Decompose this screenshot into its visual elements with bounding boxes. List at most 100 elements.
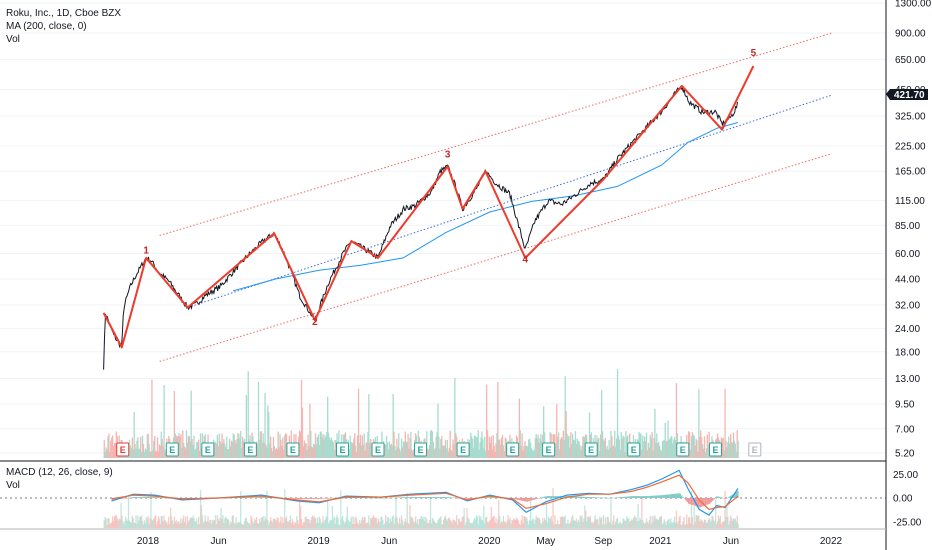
earnings-marker-0[interactable]: E	[116, 442, 130, 457]
macd-volume-bar	[616, 517, 619, 528]
macd-histogram-bar	[616, 497, 618, 498]
macd-volume-bar	[642, 520, 644, 528]
ma-legend[interactable]: MA (200, close, 0)	[6, 21, 87, 32]
earnings-box[interactable]	[116, 442, 130, 457]
macd-histogram-bar	[626, 496, 628, 498]
earnings-marker-6[interactable]: E	[371, 442, 385, 457]
macd-volume-bar	[529, 519, 531, 528]
macd-volume-bar	[270, 517, 272, 528]
macd-histogram-bar	[679, 493, 682, 498]
earnings-marker-11[interactable]: E	[584, 442, 598, 457]
earnings-box[interactable]	[506, 442, 520, 457]
macd-volume-bar	[348, 521, 350, 528]
macd-histogram-bar	[375, 497, 377, 499]
earnings-marker-13[interactable]: E	[676, 442, 690, 457]
macd-volume-bar	[353, 516, 355, 528]
earnings-box[interactable]	[709, 442, 723, 457]
macd-histogram-bar	[591, 497, 593, 498]
volume-bar	[597, 439, 599, 458]
macd-volume-bar	[551, 521, 553, 528]
earnings-marker-5[interactable]: E	[335, 442, 349, 457]
macd-volume-bar	[106, 524, 108, 528]
volume-bar	[261, 442, 263, 458]
earnings-box[interactable]	[165, 442, 179, 457]
volume-bar	[389, 445, 391, 458]
volume-bar	[617, 435, 620, 458]
macd-volume-bar	[544, 520, 547, 528]
macd-histogram-bar	[152, 497, 154, 498]
volume-bar	[701, 437, 703, 458]
earnings-marker-2[interactable]: E	[201, 442, 215, 457]
earnings-marker-15[interactable]: E	[748, 442, 762, 457]
earnings-marker-4[interactable]: E	[286, 442, 300, 457]
channel-upper-line[interactable]	[159, 32, 833, 236]
vol-legend[interactable]: Vol	[6, 34, 20, 45]
macd-volume-bar	[452, 519, 454, 528]
volume-bar	[704, 451, 707, 458]
macd-volume-bar	[246, 521, 248, 528]
earnings-marker-9[interactable]: E	[506, 442, 520, 457]
chart-title[interactable]: Roku, Inc., 1D, Cboe BZX	[6, 8, 121, 19]
earnings-box[interactable]	[584, 442, 598, 457]
macd-volume-bar	[673, 516, 676, 528]
macd-volume-bar	[254, 518, 256, 528]
macd-histogram-bar	[133, 497, 136, 498]
macd-legend[interactable]: MACD (12, 26, close, 9)	[6, 467, 113, 478]
earnings-box[interactable]	[414, 442, 428, 457]
earnings-marker-3[interactable]: E	[243, 442, 257, 457]
macd-histogram-bar	[585, 496, 588, 498]
channel-middle-line[interactable]	[187, 94, 833, 308]
volume-bar	[651, 431, 653, 458]
macd-histogram-bar	[554, 496, 557, 498]
earnings-box[interactable]	[371, 442, 385, 457]
macd-volume-bar	[103, 520, 105, 528]
macd-volume-bar	[600, 518, 602, 528]
macd-volume-bar	[416, 519, 419, 528]
earnings-box[interactable]	[286, 442, 300, 457]
volume-bar	[161, 438, 163, 458]
earnings-marker-8[interactable]: E	[456, 442, 470, 457]
macd-volume-bar	[570, 521, 572, 528]
macd-volume-bar	[505, 523, 507, 528]
volume-bar	[572, 439, 575, 458]
volume-bar	[306, 450, 308, 458]
wave-path[interactable]	[102, 65, 755, 349]
earnings-marker-12[interactable]: E	[627, 442, 641, 457]
earnings-marker-1[interactable]: E	[165, 442, 179, 457]
macd-volume-bar	[444, 515, 447, 528]
volume-bar	[582, 436, 584, 458]
earnings-box[interactable]	[748, 442, 762, 457]
price-tick-15: 9.50	[895, 399, 915, 410]
earnings-box[interactable]	[542, 442, 556, 457]
macd-volume-bar	[303, 522, 305, 528]
macd-histogram-bar	[521, 498, 523, 501]
earnings-marker-7[interactable]: E	[414, 442, 428, 457]
volume-bar	[264, 392, 266, 458]
macd-histogram-bar	[584, 496, 586, 498]
volume-bar	[600, 434, 602, 458]
macd-volume-bar	[156, 520, 159, 528]
trend-channel[interactable]	[159, 32, 833, 362]
volume-bar	[613, 445, 615, 458]
volume-bar	[154, 436, 156, 458]
macd-volume-bar	[523, 516, 525, 528]
time-axis[interactable]: 2018 Jun 2019 Jun 2020 May Sep 2021 Jun 2022	[137, 536, 843, 547]
macd-vol-legend[interactable]: Vol	[6, 480, 20, 491]
earnings-box[interactable]	[627, 442, 641, 457]
macd-volume-bar	[287, 522, 290, 528]
earnings-label: E	[375, 445, 381, 455]
earnings-box[interactable]	[335, 442, 349, 457]
earnings-marker-10[interactable]: E	[542, 442, 556, 457]
time-tick-3: Jun	[381, 536, 397, 547]
earnings-marker-14[interactable]: E	[709, 442, 723, 457]
earnings-box[interactable]	[456, 442, 470, 457]
earnings-box[interactable]	[243, 442, 257, 457]
macd-axis[interactable]: 25.000.00-25.00	[893, 470, 922, 529]
macd-histogram-bar	[659, 495, 662, 498]
earnings-box[interactable]	[201, 442, 215, 457]
volume-bar	[135, 448, 137, 458]
earnings-box[interactable]	[676, 442, 690, 457]
